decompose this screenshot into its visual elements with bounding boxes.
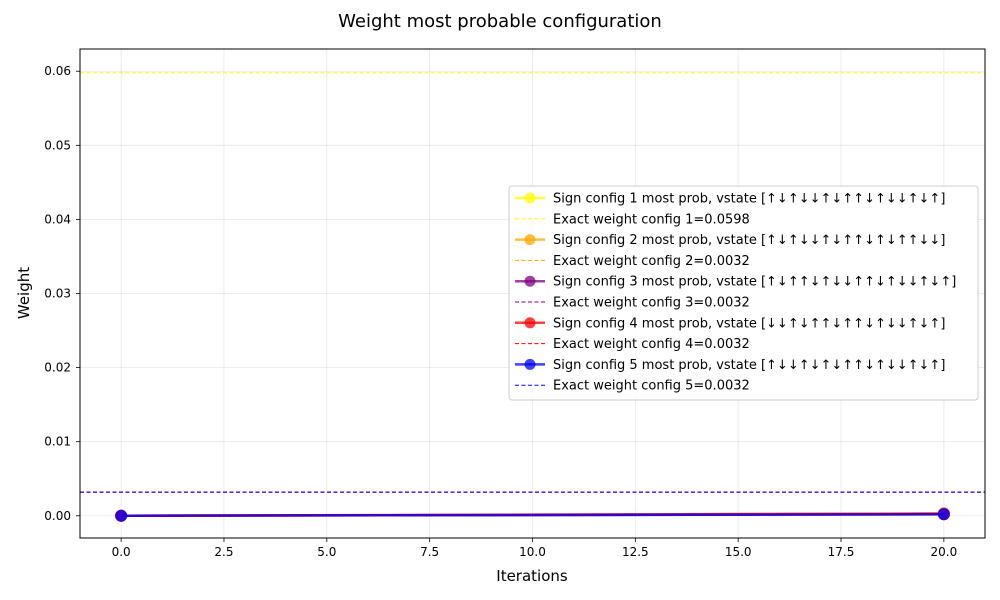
legend-frame (508, 185, 979, 401)
y-tick-label: 0.02 (44, 361, 71, 375)
legend-exact-label: Exact weight config 2=0.0032 (553, 254, 750, 269)
x-tick-label: 15.0 (725, 545, 752, 559)
series-5-point (937, 508, 950, 521)
y-axis-ticks: 0.00 0.01 0.02 0.03 0.04 0.05 0.06 (44, 64, 80, 523)
chart-title: Weight most probable configuration (338, 11, 662, 32)
series-line-5 (121, 513, 944, 518)
x-axis-label: Iterations (496, 567, 568, 585)
legend-series-marker (524, 317, 536, 329)
legend-series-marker (524, 192, 536, 204)
x-tick-label: 17.5 (828, 545, 855, 559)
y-tick-label: 0.05 (44, 138, 71, 152)
y-tick-label: 0.04 (44, 212, 71, 226)
series-5-point (115, 509, 128, 522)
legend-series-marker (524, 358, 536, 370)
x-axis-ticks: 0.0 2.5 5.0 7.5 10.0 12.5 15.0 17.5 20.0 (112, 538, 958, 559)
legend-series-marker (524, 275, 536, 287)
legend-series-label: Sign config 1 most prob, vstate [↑↓↑↓↓↑↓… (553, 192, 945, 207)
legend-series-label: Sign config 3 most prob, vstate [↑↓↑↑↓↑↓… (553, 275, 956, 290)
x-tick-label: 0.0 (112, 545, 131, 559)
legend-exact-label: Exact weight config 4=0.0032 (553, 337, 750, 352)
legend-exact-label: Exact weight config 5=0.0032 (553, 379, 750, 394)
legend: Sign config 1 most prob, vstate [↑↓↑↓↓↑↓… (508, 185, 979, 401)
series-lines (115, 507, 950, 522)
x-tick-label: 5.0 (317, 545, 336, 559)
y-tick-label: 0.06 (44, 64, 71, 78)
y-tick-label: 0.00 (44, 509, 71, 523)
x-tick-label: 20.0 (931, 545, 958, 559)
legend-series-label: Sign config 5 most prob, vstate [↑↓↓↑↓↑↓… (553, 358, 945, 373)
exact-lines (80, 72, 985, 493)
legend-exact-label: Exact weight config 1=0.0598 (553, 212, 750, 227)
y-axis-label: Weight (15, 267, 33, 319)
x-tick-label: 2.5 (214, 545, 233, 559)
y-tick-label: 0.03 (44, 287, 71, 301)
x-tick-label: 12.5 (622, 545, 649, 559)
x-tick-label: 7.5 (420, 545, 439, 559)
legend-series-label: Sign config 4 most prob, vstate [↓↓↑↓↑↑↓… (553, 316, 945, 331)
legend-exact-label: Exact weight config 3=0.0032 (553, 296, 750, 311)
y-tick-label: 0.01 (44, 435, 71, 449)
legend-series-label: Sign config 2 most prob, vstate [↑↓↑↓↓↑↓… (553, 233, 945, 248)
legend-series-marker (524, 234, 536, 246)
x-tick-label: 10.0 (519, 545, 546, 559)
